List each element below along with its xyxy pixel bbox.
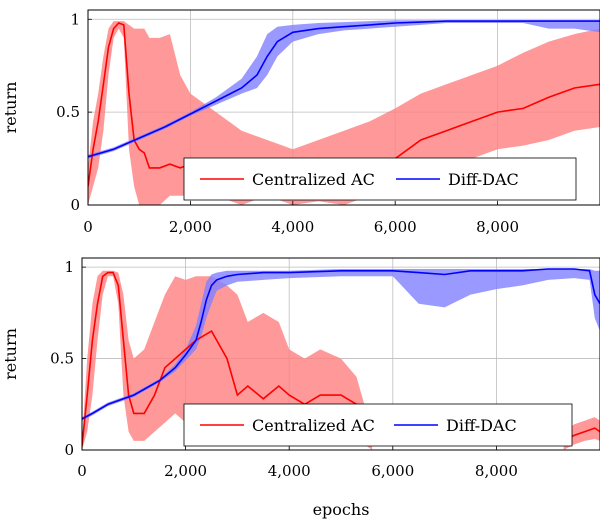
legend: Centralized AC Diff-DAC — [183, 157, 577, 201]
y-tick-label: 1 — [70, 10, 80, 28]
axes-frame — [81, 257, 600, 451]
y-axis-label: return — [1, 82, 20, 134]
y-tick-label: 0 — [70, 196, 80, 214]
y-axis-label: return — [1, 328, 20, 380]
series-line-2 — [88, 20, 600, 158]
x-tick-label: 2,000 — [169, 218, 212, 236]
x-tick-label: 6,000 — [371, 462, 414, 480]
legend-label-2: Diff-DAC — [446, 416, 517, 435]
x-tick-label: 2,000 — [164, 462, 207, 480]
legend: Centralized AC Diff-DAC — [183, 403, 573, 447]
legend-label-2: Diff-DAC — [448, 170, 519, 189]
legend-box — [183, 403, 573, 447]
x-tick-label: 8,000 — [475, 462, 518, 480]
series-line-3 — [82, 268, 600, 420]
y-tick-label: 0 — [64, 441, 74, 459]
legend-label-1: Centralized AC — [252, 416, 375, 435]
y-tick-label: 1 — [64, 258, 74, 276]
x-tick-label: 4,000 — [271, 218, 314, 236]
x-tick-label: 4,000 — [268, 462, 311, 480]
y-tick-label: 0.5 — [50, 350, 74, 368]
x-tick-label: 0 — [83, 218, 93, 236]
x-tick-label: 8,000 — [476, 218, 519, 236]
axes-frame — [87, 9, 600, 206]
series-line-1 — [82, 271, 373, 447]
legend-box — [183, 157, 577, 201]
chart-panel-2: 0 2,000 4,000 6,000 8,000 0 0.5 1 return epochs Ce… — [1, 257, 600, 519]
y-tick-label: 0.5 — [56, 103, 80, 121]
series-band-2 — [563, 417, 600, 450]
x-axis-label: epochs — [313, 500, 370, 519]
x-tick-label: 6,000 — [374, 218, 417, 236]
legend-label-1: Centralized AC — [252, 170, 375, 189]
chart-panel-1: 0 2,000 4,000 6,000 8,000 0 0.5 1 return Centrali… — [1, 9, 600, 236]
x-tick-label: 0 — [77, 462, 87, 480]
